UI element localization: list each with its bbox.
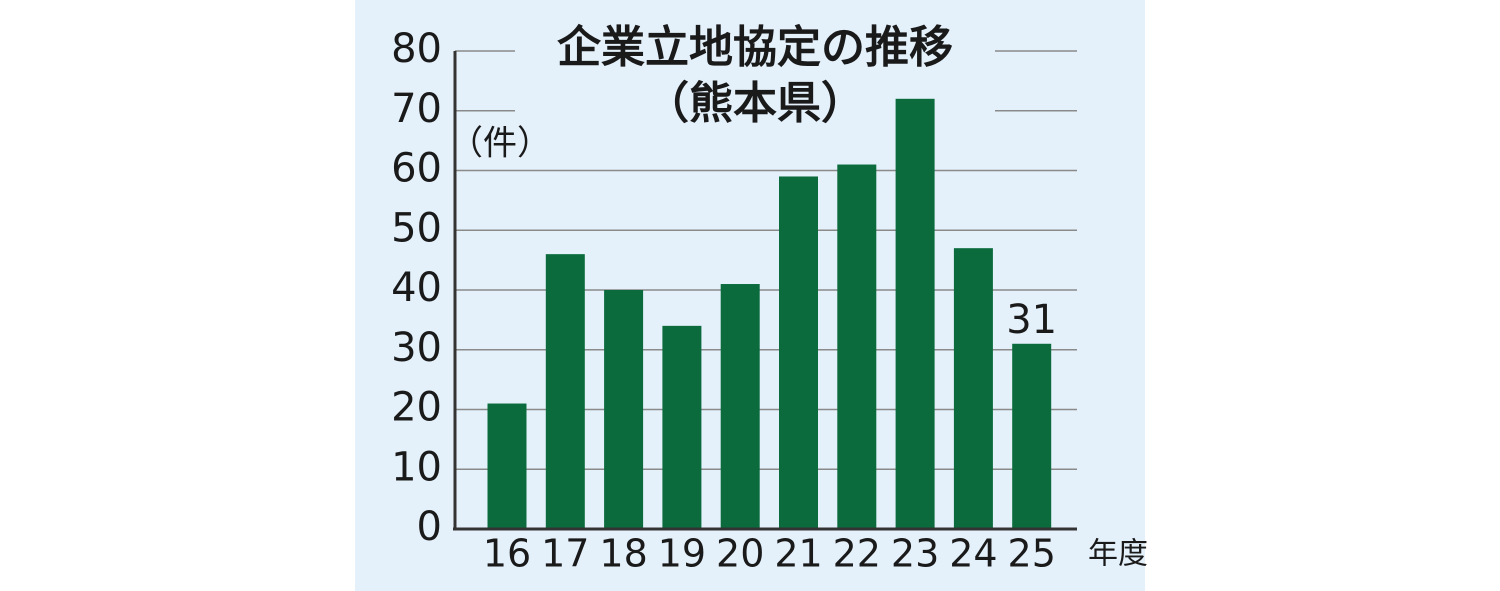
x-tick-label: 16 [483,532,531,576]
y-tick-label: 60 [391,146,442,192]
y-tick-label: 0 [417,504,442,550]
y-tick-label: 20 [391,385,442,431]
y-axis-unit: （件） [449,124,551,164]
x-tick-label: 22 [833,532,881,576]
x-axis-unit: 年度 [1088,537,1148,572]
x-tick-label: 17 [541,532,589,576]
x-tick-label: 23 [891,532,939,576]
bar [604,290,644,529]
bar [1012,343,1052,529]
y-tick-label: 50 [391,205,442,251]
y-tick-label: 80 [391,26,442,72]
bar [720,284,760,529]
x-tick-label: 19 [658,532,706,576]
bar [779,176,818,529]
bar [662,325,702,529]
bar [837,164,877,529]
x-tick-label: 21 [774,532,822,576]
bar [953,248,993,530]
y-tick-label: 10 [391,444,442,490]
x-tick-label: 18 [599,532,647,576]
chart-subtitle: （熊本県） [645,78,865,129]
y-tick-label: 70 [391,86,442,132]
bar [487,403,527,529]
data-label: 31 [1006,297,1057,343]
x-tick-label: 24 [949,532,997,576]
y-tick-label: 30 [391,325,442,371]
y-tick-label: 40 [391,265,442,311]
bar [545,254,585,529]
x-tick-label: 25 [1008,532,1056,576]
bar [895,98,935,530]
x-tick-label: 20 [716,532,764,576]
chart-title: 企業立地協定の推移 [557,22,953,73]
